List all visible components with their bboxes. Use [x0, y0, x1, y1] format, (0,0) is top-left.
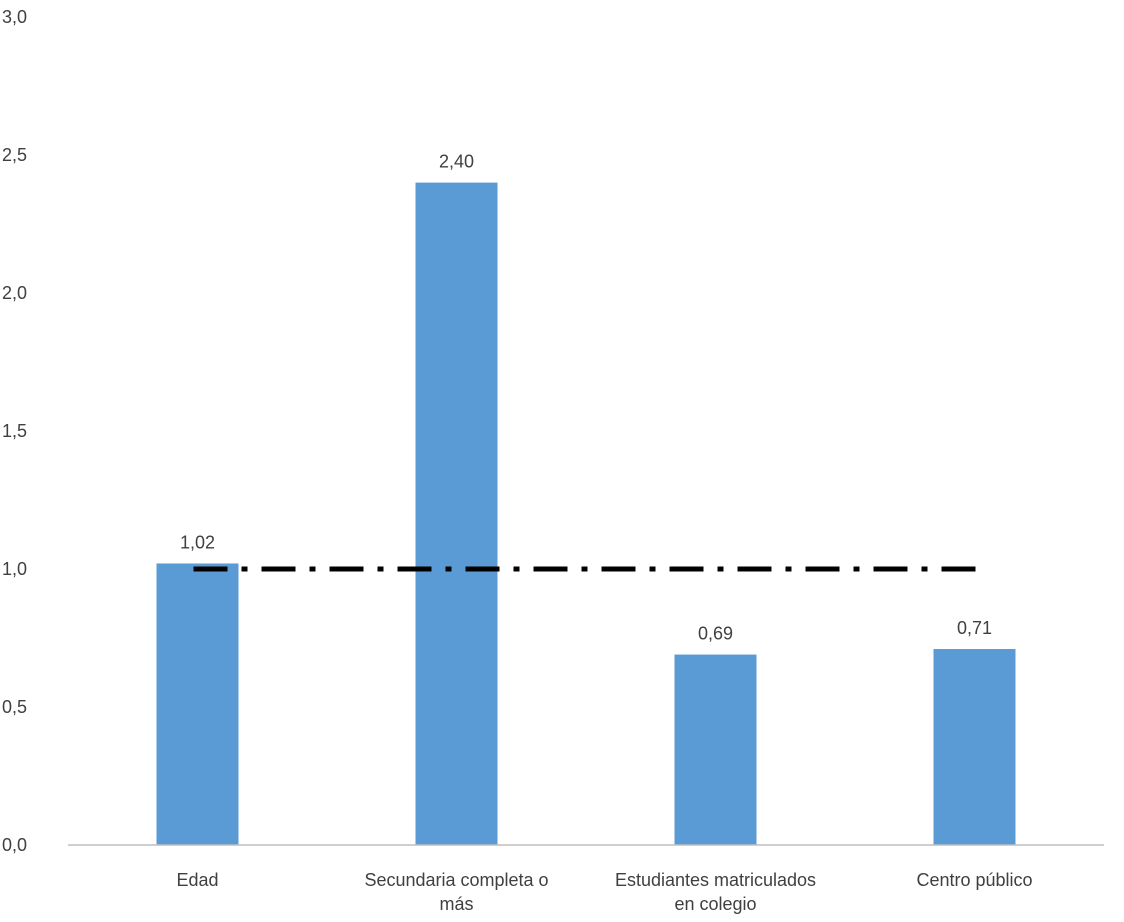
- data-label: 1,02: [180, 532, 215, 552]
- y-tick-label: 0,5: [2, 697, 27, 717]
- category-label: Estudiantes matriculados: [615, 870, 816, 890]
- y-tick-label: 1,0: [2, 559, 27, 579]
- x-axis-category-labels: Edad Secundaria completa o más Estudiantes …: [176, 870, 1032, 914]
- data-label: 2,40: [439, 152, 474, 172]
- category-label: más: [439, 894, 473, 914]
- bar: [933, 649, 1016, 845]
- category-label: Centro público: [916, 870, 1032, 890]
- data-labels: 1,02 2,40 0,69 0,71: [180, 152, 992, 644]
- bar: [156, 563, 239, 845]
- data-label: 0,71: [957, 618, 992, 638]
- bars: [156, 182, 1016, 846]
- bar: [674, 654, 757, 845]
- bar: [415, 182, 498, 846]
- y-tick-label: 3,0: [2, 7, 27, 27]
- category-label: Secundaria completa o: [364, 870, 548, 890]
- y-tick-label: 2,5: [2, 145, 27, 165]
- data-label: 0,69: [698, 624, 733, 644]
- category-label: en colegio: [674, 894, 756, 914]
- category-label: Edad: [176, 870, 218, 890]
- y-tick-label: 2,0: [2, 283, 27, 303]
- y-tick-label: 0,0: [2, 835, 27, 855]
- y-tick-label: 1,5: [2, 421, 27, 441]
- y-axis-tick-labels: 0,0 0,5 1,0 1,5 2,0 2,5 3,0: [2, 7, 27, 855]
